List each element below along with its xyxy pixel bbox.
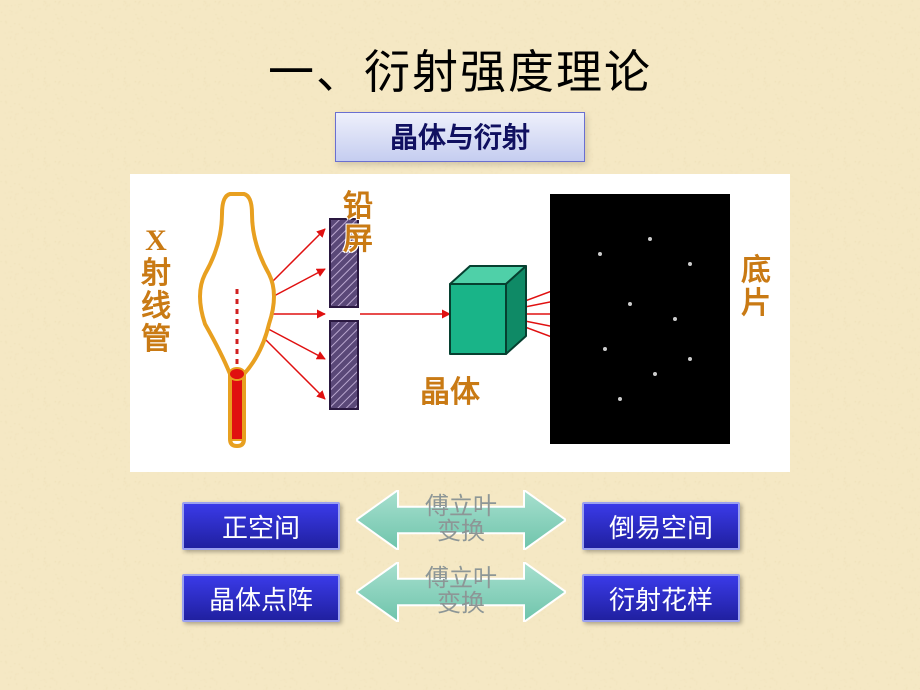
arrow-fourier-bottom-text: 傅立叶变换 bbox=[425, 567, 497, 617]
label-crystal: 晶体 bbox=[420, 376, 480, 409]
subtitle-text: 晶体与衍射 bbox=[390, 122, 530, 153]
btn-real-space[interactable]: 正空间 bbox=[182, 502, 340, 550]
btn-crystal-lattice[interactable]: 晶体点阵 bbox=[182, 574, 340, 622]
page-title: 一、衍射强度理论 bbox=[0, 0, 920, 102]
btn-reciprocal-space[interactable]: 倒易空间 bbox=[582, 502, 740, 550]
arrow-fourier-top: 傅立叶变换 bbox=[356, 490, 566, 550]
label-lead-screen: 铅屏 bbox=[340, 190, 376, 256]
label-film: 底片 bbox=[738, 254, 774, 320]
subtitle-box: 晶体与衍射 bbox=[335, 112, 585, 162]
label-xray-tube: X射线管 bbox=[138, 224, 174, 356]
arrow-fourier-top-text: 傅立叶变换 bbox=[425, 495, 497, 545]
btn-real-space-label: 正空间 bbox=[222, 508, 300, 545]
btn-reciprocal-space-label: 倒易空间 bbox=[609, 508, 713, 545]
arrow-fourier-bottom: 傅立叶变换 bbox=[356, 562, 566, 622]
btn-diffraction-pattern[interactable]: 衍射花样 bbox=[582, 574, 740, 622]
btn-crystal-lattice-label: 晶体点阵 bbox=[209, 580, 313, 617]
diffraction-diagram: X射线管 铅屏 晶体 底片 bbox=[130, 174, 790, 472]
btn-diffraction-pattern-label: 衍射花样 bbox=[609, 580, 713, 617]
diagram-svg bbox=[130, 174, 790, 472]
